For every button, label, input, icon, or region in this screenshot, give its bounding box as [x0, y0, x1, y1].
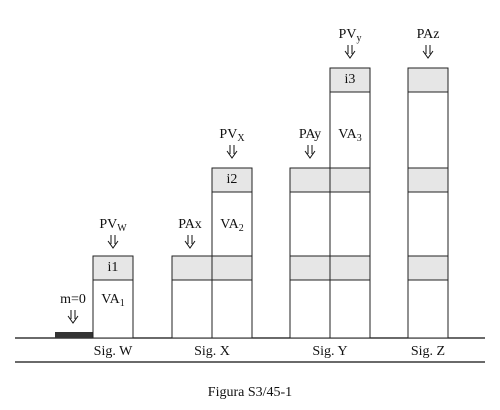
label-text: PV — [219, 127, 237, 142]
label: PAy — [299, 127, 321, 142]
signal-label: Sig. W — [94, 344, 133, 359]
caption: Figura S3/45-1 — [208, 385, 292, 400]
shaded-band — [289, 255, 331, 281]
label: i3 — [345, 72, 356, 87]
shaded-band — [92, 255, 134, 281]
label-text: i2 — [227, 172, 238, 187]
label-text: VA — [220, 217, 239, 232]
signal-label: Sig. Z — [411, 344, 445, 359]
label-subscript: 2 — [239, 223, 244, 234]
label-text: PAx — [178, 217, 202, 232]
column — [329, 67, 371, 339]
label: VA1 — [101, 292, 124, 309]
label-text: PV — [339, 27, 357, 42]
label: VA2 — [220, 217, 243, 234]
label: m=0 — [60, 292, 86, 307]
shaded-band — [407, 167, 449, 193]
shaded-band — [289, 167, 331, 193]
label: PVX — [219, 127, 245, 144]
arrow — [107, 240, 119, 249]
arrow — [304, 150, 316, 159]
arrow — [67, 315, 79, 324]
label-text: m=0 — [60, 292, 86, 307]
label-text: PV — [99, 217, 117, 232]
label-subscript: 3 — [357, 133, 362, 144]
m-bar — [55, 332, 93, 338]
arrow — [226, 150, 238, 159]
label-subscript: y — [356, 33, 361, 44]
shaded-band — [407, 67, 449, 93]
arrow — [184, 240, 196, 249]
label-text: i1 — [108, 260, 119, 275]
label-subscript: W — [117, 223, 127, 234]
label-text: VA — [101, 292, 120, 307]
signal-label: Sig. X — [194, 344, 230, 359]
shaded-band — [211, 255, 253, 281]
arrow — [422, 50, 434, 59]
label-text: i3 — [345, 72, 356, 87]
column — [289, 167, 331, 339]
arrow — [344, 50, 356, 59]
shaded-band — [171, 255, 213, 281]
label: i2 — [227, 172, 238, 187]
label-text: PAz — [417, 27, 440, 42]
label-subscript: 1 — [120, 298, 125, 309]
column — [407, 67, 449, 339]
shaded-band — [329, 67, 371, 93]
label: i1 — [108, 260, 119, 275]
shaded-band — [329, 255, 371, 281]
label-text: VA — [338, 127, 357, 142]
label: PAx — [178, 217, 202, 232]
column — [211, 167, 253, 339]
label: PAz — [417, 27, 440, 42]
label: PVy — [339, 27, 362, 44]
label: PVW — [99, 217, 127, 234]
shaded-band — [211, 167, 253, 193]
label-subscript: X — [237, 133, 245, 144]
label: VA3 — [338, 127, 361, 144]
shaded-band — [329, 167, 371, 193]
label-text: PAy — [299, 127, 321, 142]
shaded-band — [407, 255, 449, 281]
signal-label: Sig. Y — [312, 344, 347, 359]
